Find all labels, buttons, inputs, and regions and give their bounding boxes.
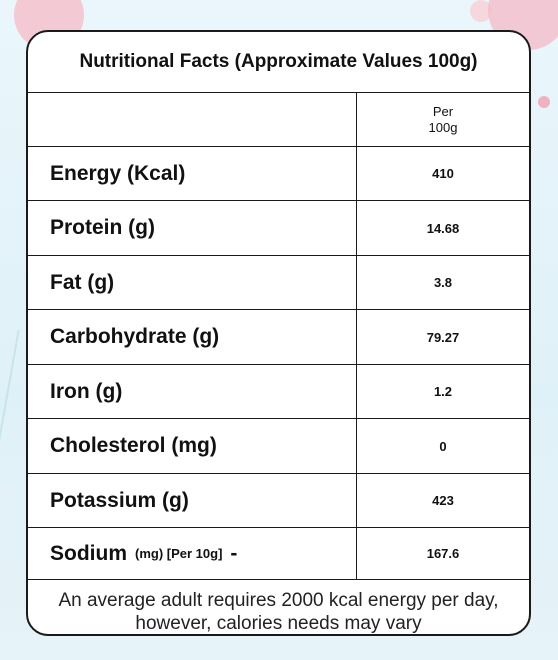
decorative-blob <box>470 0 492 22</box>
card-title: Nutritional Facts (Approximate Values 10… <box>28 32 529 93</box>
sodium-label: Sodium <box>50 541 127 565</box>
table-row-sodium: Sodium (mg) [Per 10g] - 167.6 <box>28 528 529 580</box>
sodium-value: 167.6 <box>426 546 460 561</box>
nutrition-facts-card: Nutritional Facts (Approximate Values 10… <box>26 30 531 636</box>
per-amount-label: 100g <box>428 119 458 135</box>
sodium-qualifier: (mg) [Per 10g] <box>135 546 223 561</box>
header-empty-cell <box>28 93 357 146</box>
nutrient-label: Protein (g) <box>28 201 357 255</box>
nutrient-label: Potassium (g) <box>28 474 357 527</box>
per-100g-header: Per 100g <box>357 93 529 146</box>
table-row: Potassium (g) 423 <box>28 474 529 528</box>
table-row: Iron (g) 1.2 <box>28 365 529 419</box>
table-header-row: Per 100g <box>28 93 529 147</box>
table-row: Cholesterol (mg) 0 <box>28 419 529 474</box>
sodium-dash: - <box>230 541 238 565</box>
nutrient-label: Fat (g) <box>28 256 357 309</box>
table-row: Carbohydrate (g) 79.27 <box>28 310 529 365</box>
nutrient-value: 14.68 <box>426 220 460 236</box>
nutrient-value: 410 <box>432 166 454 181</box>
table-row: Fat (g) 3.8 <box>28 256 529 310</box>
nutrient-label: Iron (g) <box>28 365 357 418</box>
nutrient-value: 0 <box>439 438 447 454</box>
nutrient-value: 1.2 <box>433 384 453 399</box>
nutrient-label: Energy (Kcal) <box>28 147 357 200</box>
nutrient-value: 79.27 <box>426 329 460 345</box>
nutrient-label: Cholesterol (mg) <box>28 419 357 473</box>
sodium-label-cell: Sodium (mg) [Per 10g] - <box>28 528 357 579</box>
footnote: An average adult requires 2000 kcal ener… <box>58 590 499 634</box>
nutrient-value: 3.8 <box>433 275 453 290</box>
decorative-dot <box>538 96 550 108</box>
nutrient-label: Carbohydrate (g) <box>28 310 357 364</box>
nutrient-value: 423 <box>432 493 454 508</box>
table-row: Protein (g) 14.68 <box>28 201 529 256</box>
per-label: Per <box>432 103 454 119</box>
table-row: Energy (Kcal) 410 <box>28 147 529 201</box>
